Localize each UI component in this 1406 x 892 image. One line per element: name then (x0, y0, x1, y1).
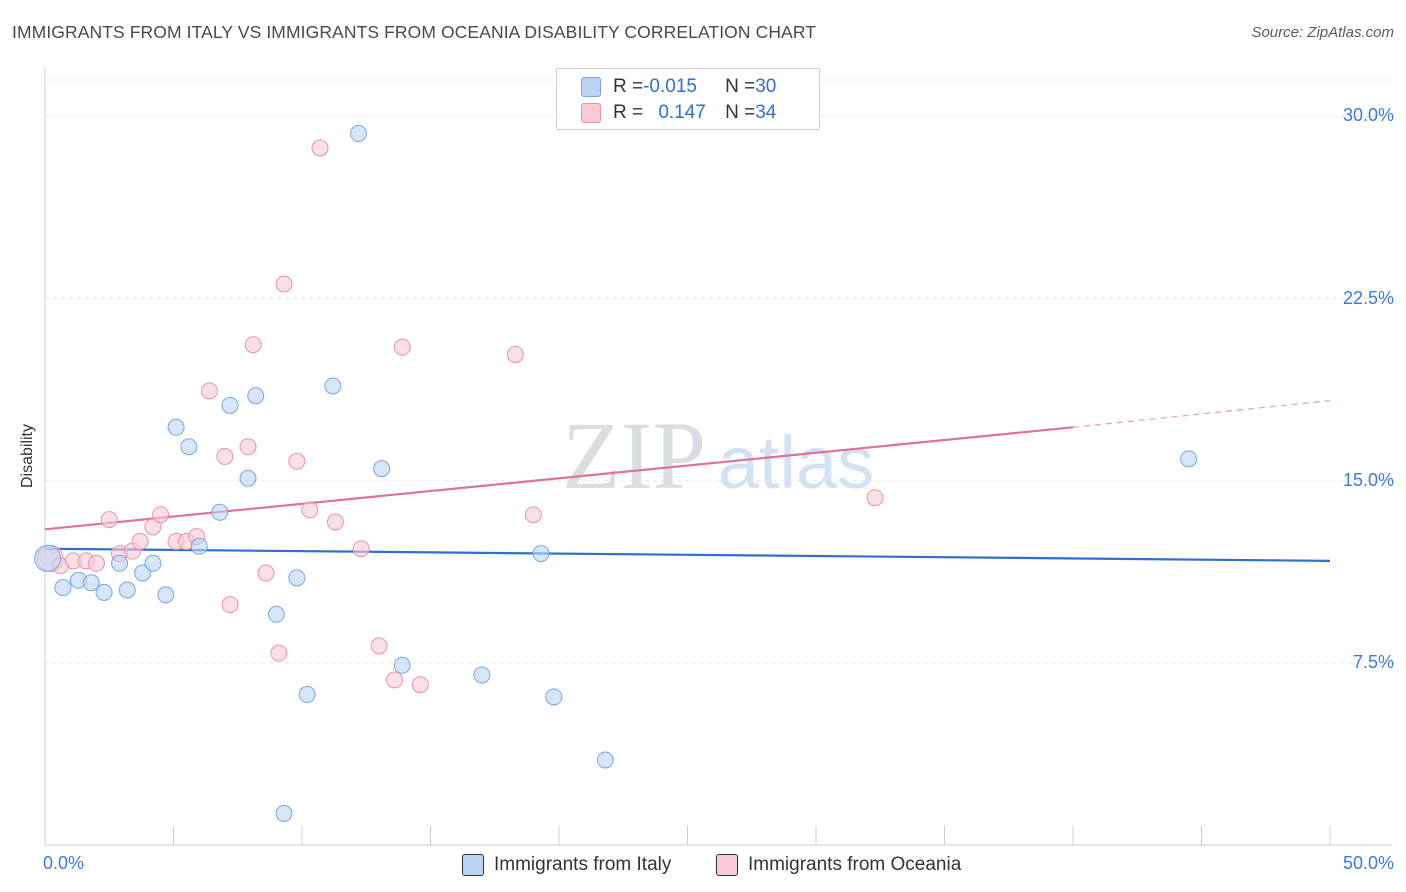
point-italy (95, 583, 113, 601)
trend-line-italy (44, 547, 1331, 562)
point-italy (211, 503, 229, 521)
point-oceania (257, 564, 275, 582)
legend-row-italy: R = -0.015 N = 30 (581, 74, 776, 100)
point-oceania (270, 644, 288, 662)
point-italy (267, 605, 285, 623)
point-italy (247, 387, 265, 405)
point-oceania (326, 513, 344, 531)
point-italy (239, 469, 257, 487)
chart-title: IMMIGRANTS FROM ITALY VS IMMIGRANTS FROM… (12, 22, 817, 42)
point-oceania (393, 338, 411, 356)
series-legend-oceania: Immigrants from Oceania (716, 851, 961, 879)
point-oceania (144, 518, 162, 536)
point-oceania (386, 671, 404, 689)
point-italy (596, 751, 614, 769)
y-tick-label: 7.5% (1352, 651, 1394, 672)
series-legend-italy: Immigrants from Italy (462, 851, 671, 879)
watermark-zip: ZIP (562, 402, 706, 509)
point-italy (118, 581, 136, 599)
point-oceania (352, 540, 370, 558)
series-swatch-italy (462, 854, 484, 876)
point-oceania (131, 532, 149, 550)
point-oceania (524, 506, 542, 524)
point-oceania (311, 139, 329, 157)
legend-n-label: N = (725, 76, 756, 97)
point-italy (1180, 450, 1198, 468)
series-swatch-oceania (716, 854, 738, 876)
point-oceania (506, 345, 524, 363)
point-oceania (288, 452, 306, 470)
point-italy (54, 579, 72, 597)
point-oceania (100, 511, 118, 529)
legend-r-label: R = (613, 102, 644, 123)
point-italy (393, 656, 411, 674)
point-oceania (244, 336, 262, 354)
point-oceania (200, 382, 218, 400)
legend-n-label: N = (725, 102, 756, 123)
legend-swatch-italy (581, 77, 601, 97)
point-italy (190, 537, 208, 555)
point-italy (298, 685, 316, 703)
x-tick-label-first: 0.0% (43, 853, 85, 873)
point-italy (350, 124, 368, 142)
point-italy (545, 688, 563, 706)
point-italy (288, 569, 306, 587)
point-oceania (87, 554, 105, 572)
watermark-atlas: atlas (718, 421, 874, 504)
point-italy (167, 418, 185, 436)
y-axis-label: Disability (19, 423, 36, 489)
x-tick-label-last: 50.0% (1342, 853, 1394, 873)
y-tick-label: 15.0% (1342, 469, 1394, 490)
y-tick-label: 22.5% (1342, 287, 1394, 308)
point-italy (111, 554, 129, 572)
legend-r-value-italy: -0.015 (643, 76, 697, 97)
correlation-legend: R = -0.015 N = 30 R = 0.147 N = 34 (556, 68, 820, 130)
y-tick-label: 30.0% (1342, 105, 1394, 126)
point-italy (221, 396, 239, 414)
legend-row-oceania: R = 0.147 N = 34 (581, 100, 776, 126)
point-italy (275, 804, 293, 822)
point-oceania (370, 637, 388, 655)
point-italy (157, 586, 175, 604)
point-italy (34, 544, 62, 572)
source-label: Source: ZipAtlas.com (1251, 24, 1394, 41)
point-oceania (239, 438, 257, 456)
point-oceania (152, 506, 170, 524)
point-oceania (221, 596, 239, 614)
trend-line-oceania-projection (1072, 399, 1331, 428)
series-label-italy: Immigrants from Italy (494, 854, 672, 875)
point-oceania (411, 676, 429, 694)
series-label-oceania: Immigrants from Oceania (748, 854, 962, 875)
point-italy (473, 666, 491, 684)
point-italy (144, 554, 162, 572)
legend-n-value-italy: 30 (755, 76, 777, 97)
point-italy (324, 377, 342, 395)
legend-r-label: R = (613, 76, 644, 97)
point-oceania (275, 275, 293, 293)
point-italy (82, 574, 100, 592)
legend-n-value-oceania: 34 (755, 102, 777, 123)
point-italy (180, 438, 198, 456)
point-oceania (301, 501, 319, 519)
point-italy (373, 460, 391, 478)
legend-r-value-oceania: 0.147 (658, 102, 706, 123)
point-italy (532, 545, 550, 563)
point-oceania (866, 489, 884, 507)
trend-line-oceania (44, 426, 1074, 531)
point-oceania (216, 447, 234, 465)
legend-swatch-oceania (581, 103, 601, 123)
